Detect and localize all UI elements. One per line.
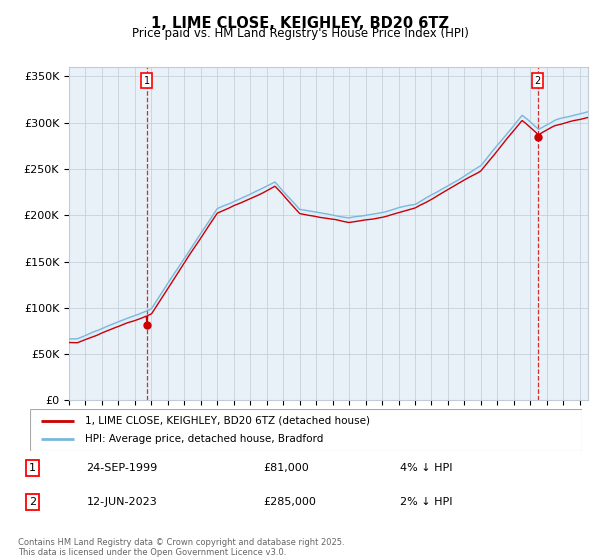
Text: 1: 1: [29, 463, 36, 473]
Text: 24-SEP-1999: 24-SEP-1999: [86, 463, 158, 473]
Text: 1: 1: [144, 76, 150, 86]
Text: £285,000: £285,000: [263, 497, 316, 507]
Text: 12-JUN-2023: 12-JUN-2023: [86, 497, 157, 507]
Text: £81,000: £81,000: [263, 463, 309, 473]
Text: Price paid vs. HM Land Registry's House Price Index (HPI): Price paid vs. HM Land Registry's House …: [131, 27, 469, 40]
Text: 4% ↓ HPI: 4% ↓ HPI: [400, 463, 452, 473]
Text: Contains HM Land Registry data © Crown copyright and database right 2025.
This d: Contains HM Land Registry data © Crown c…: [18, 538, 344, 557]
Text: HPI: Average price, detached house, Bradford: HPI: Average price, detached house, Brad…: [85, 434, 323, 444]
Text: 2: 2: [535, 76, 541, 86]
Text: 2% ↓ HPI: 2% ↓ HPI: [400, 497, 452, 507]
Text: 1, LIME CLOSE, KEIGHLEY, BD20 6TZ (detached house): 1, LIME CLOSE, KEIGHLEY, BD20 6TZ (detac…: [85, 416, 370, 426]
Text: 1, LIME CLOSE, KEIGHLEY, BD20 6TZ: 1, LIME CLOSE, KEIGHLEY, BD20 6TZ: [151, 16, 449, 31]
Text: 2: 2: [29, 497, 36, 507]
